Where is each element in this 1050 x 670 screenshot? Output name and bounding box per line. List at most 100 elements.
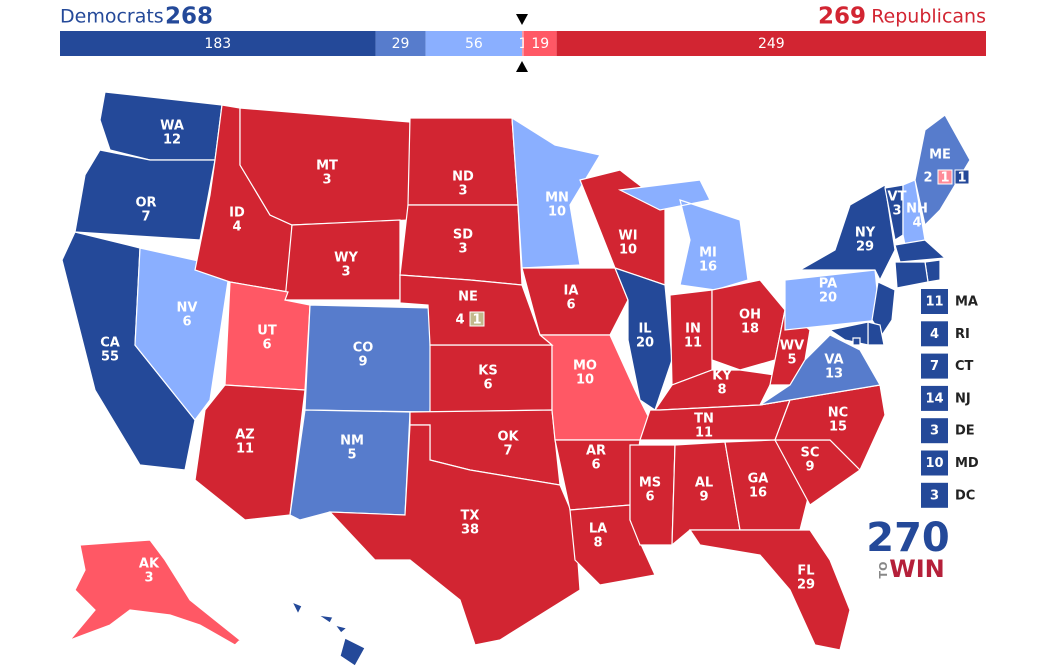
state-box[interactable] (921, 418, 948, 444)
state-abbr: SC (801, 446, 820, 461)
state-ev: 4 (912, 216, 921, 231)
state-ev: 4 (930, 327, 939, 342)
state-abbr: CA (100, 336, 120, 351)
state[interactable] (613, 267, 673, 411)
dem-label: Democrats (60, 6, 164, 28)
state-ev: 9 (699, 490, 708, 505)
state-abbr: AR (586, 444, 606, 459)
state-abbr: NM (340, 434, 364, 449)
state-box[interactable] (921, 482, 948, 508)
state-ev: 3 (930, 424, 939, 439)
state-ev: 55 (101, 350, 119, 365)
state-abbr: VT (888, 190, 907, 205)
state[interactable] (871, 281, 896, 337)
state-ev: 11 (695, 426, 713, 441)
state-abbr: NE (458, 290, 478, 305)
district-box[interactable] (469, 311, 485, 327)
state-abbr: OR (135, 196, 156, 211)
state-box[interactable] (921, 385, 948, 411)
state-box[interactable] (921, 321, 948, 347)
state-ev: 9 (358, 355, 367, 370)
bar-segment-label: 19 (531, 36, 549, 52)
state-abbr: IN (685, 322, 701, 337)
state-abbr: ND (452, 170, 474, 185)
state-ev: 3 (892, 204, 901, 219)
state-abbr: OK (497, 430, 519, 445)
state-abbr: ME (929, 148, 951, 163)
state[interactable] (797, 184, 896, 282)
state-ev: 11 (236, 442, 254, 457)
logo: 270 TO WIN (866, 515, 950, 583)
bar-segment-label: 249 (758, 36, 785, 52)
state[interactable] (688, 529, 851, 651)
state-ev: 11 (684, 336, 702, 351)
state-ev: 5 (347, 448, 356, 463)
district-ev: 1 (472, 313, 481, 328)
state[interactable] (759, 334, 881, 406)
state-ev: 6 (591, 458, 600, 473)
state-ev: 3 (458, 184, 467, 199)
state[interactable] (521, 267, 629, 336)
state-abbr: HI (314, 632, 330, 647)
state[interactable] (759, 384, 886, 472)
bar-segment (425, 31, 523, 56)
state-labels: WA12OR7CA55NV6ID4MT3WY3UT6AZ11CO9NM5ND3S… (100, 119, 970, 661)
state-abbr: MA (955, 295, 978, 310)
state[interactable] (68, 539, 241, 646)
state-abbr: WI (618, 229, 637, 244)
state[interactable] (852, 337, 861, 346)
state-abbr: MN (545, 191, 569, 206)
state-abbr: KY (712, 369, 732, 384)
state[interactable] (194, 384, 306, 521)
state-ev: 6 (566, 298, 575, 313)
vote-bar: 183 29 56 1 19 249 (60, 31, 986, 56)
dem-total: 268 (165, 4, 213, 30)
state[interactable] (894, 239, 947, 263)
state[interactable] (399, 274, 554, 346)
state-ev: 7 (141, 210, 150, 225)
state-abbr: MI (699, 246, 717, 261)
state[interactable] (328, 424, 581, 646)
state-ev: 6 (645, 490, 654, 505)
states (61, 91, 971, 667)
state-box[interactable] (921, 353, 948, 379)
state-ev: 8 (593, 536, 602, 551)
state-ev: 15 (829, 420, 847, 435)
state-abbr: NJ (955, 391, 971, 406)
bar-segment-label: 183 (204, 36, 231, 52)
marker-top (516, 14, 528, 25)
state-abbr: LA (589, 522, 607, 537)
state-ev: 11 (925, 295, 943, 310)
district-ev: 1 (957, 171, 966, 186)
state[interactable] (629, 444, 676, 546)
state[interactable] (511, 116, 601, 269)
state[interactable] (290, 600, 366, 667)
logo-win: WIN (889, 555, 945, 583)
district-box[interactable] (954, 169, 970, 185)
state[interactable] (74, 149, 216, 241)
logo-to: TO (877, 562, 890, 579)
state[interactable] (289, 409, 411, 521)
bar-segment-label: 29 (392, 36, 410, 52)
district-ev: 1 (940, 171, 949, 186)
state-abbr: WY (334, 251, 358, 266)
state-abbr: WA (160, 119, 184, 134)
state-box[interactable] (921, 450, 948, 476)
state-abbr: IL (638, 322, 651, 337)
state-abbr: UT (257, 324, 277, 339)
state-ev: 18 (741, 322, 759, 337)
state-ev: 6 (262, 338, 271, 353)
state-ev: 4 (317, 646, 326, 661)
bar-segment-label: 1 (519, 36, 528, 52)
state-ev: 3 (458, 242, 467, 257)
bar-segment (556, 31, 986, 56)
state-abbr: CO (353, 341, 374, 356)
state[interactable] (304, 304, 433, 413)
district-box[interactable] (937, 169, 953, 185)
state-ev: 12 (163, 133, 181, 148)
state[interactable] (894, 261, 929, 289)
state-box[interactable] (921, 289, 948, 314)
rep-total: 269 (818, 4, 866, 30)
